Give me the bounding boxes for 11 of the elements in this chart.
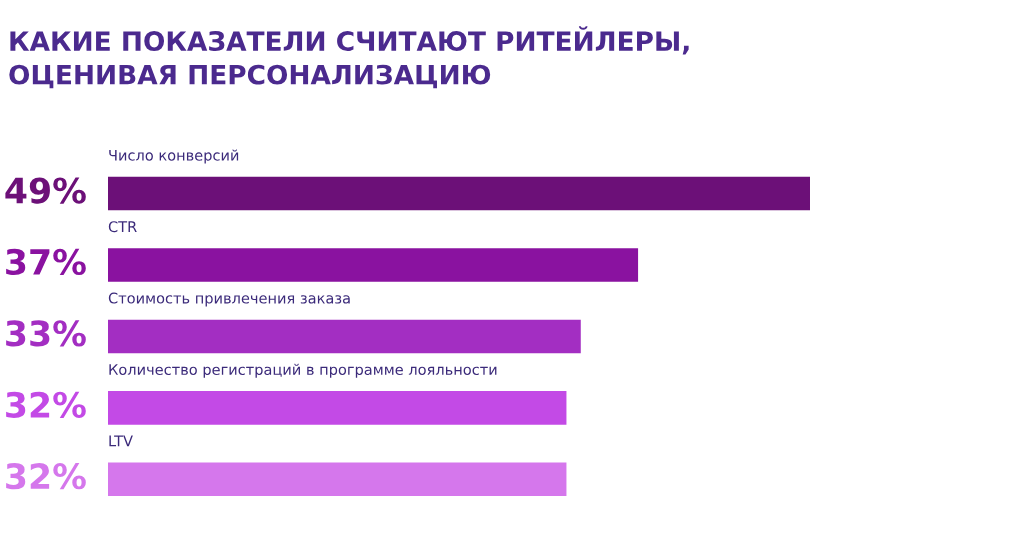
- data-label: 37%: [6, 248, 86, 276]
- data-label: 32%: [6, 463, 86, 490]
- y-tick-label: CTR: [108, 221, 137, 233]
- data-label: 33%: [6, 320, 86, 347]
- chart-title: КАКИЕ ПОКАЗАТЕЛИ СЧИТАЮТ РИТЕЙЛЕРЫ, ОЦЕНИВАЯ ПЕРСОНАЛИЗАЦИЮ: [9, 26, 689, 89]
- y-tick-label: Стоимость привлечения заказа: [108, 292, 350, 307]
- data-label: 49%: [5, 177, 86, 204]
- data-label: 32%: [6, 391, 86, 418]
- y-tick-label: Число конверсий: [109, 149, 239, 164]
- y-tick-label: LTV: [109, 435, 133, 447]
- y-tick-label: Количество регистраций в программе лояльности: [109, 363, 497, 378]
